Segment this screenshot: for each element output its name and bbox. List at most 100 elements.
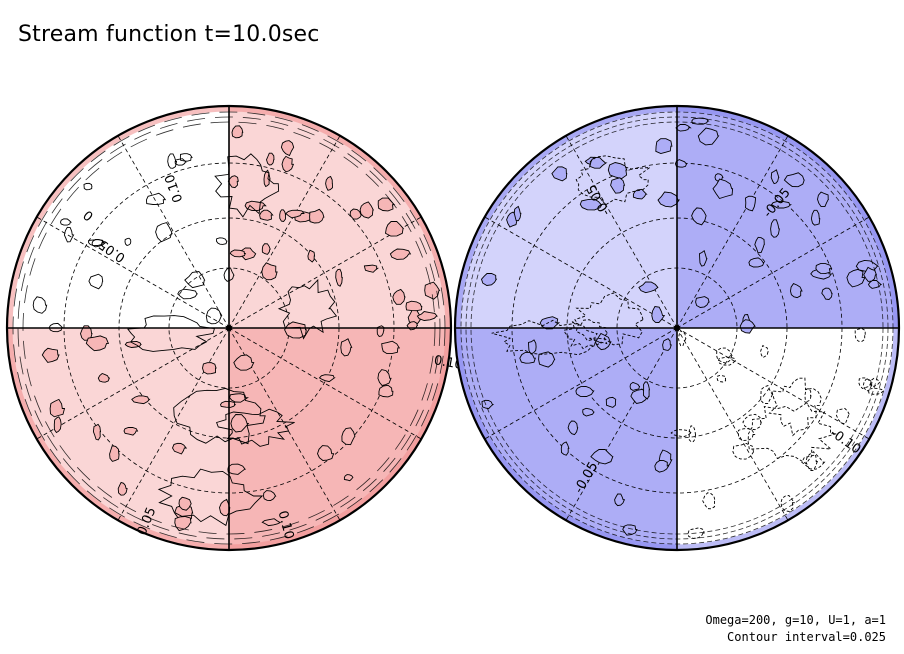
contour-blob [343, 474, 354, 482]
meridian-line [484, 327, 678, 440]
contour-line [173, 387, 266, 445]
contour-blob [341, 427, 356, 446]
disk-boundary [5, 104, 453, 552]
contour-blob [123, 426, 139, 436]
contour-blob [263, 490, 277, 501]
disk-contents [455, 106, 899, 550]
contour-blob [717, 356, 737, 366]
contour-blob [801, 454, 826, 470]
contour-blob [307, 249, 316, 263]
contour-blob [651, 306, 666, 323]
contour-blob [178, 496, 192, 511]
contour-blob [610, 177, 626, 194]
contour-blob [171, 442, 188, 455]
contour-blob [670, 429, 693, 438]
contour-blob [49, 398, 66, 418]
contour-blob [846, 268, 866, 288]
contour-blob [868, 387, 886, 395]
contour-blob [579, 198, 603, 211]
parameters-line: Omega=200, g=10, U=1, a=1 [705, 613, 886, 627]
contour-blob [146, 192, 167, 205]
contour-line [768, 377, 822, 437]
contour-blob [687, 527, 705, 539]
contour-line [157, 468, 264, 527]
contour-blob [229, 249, 246, 258]
contour-blob [754, 236, 765, 254]
contour-blob [261, 518, 281, 527]
contour-interval-line: Contour interval=0.025 [727, 630, 886, 644]
contour-blob [97, 372, 111, 383]
contour-blob [590, 448, 614, 465]
left-hemisphere-disk: 0.100.050.100.050.100 [5, 104, 464, 552]
meridian-line [565, 327, 678, 521]
meridian-line [676, 327, 870, 440]
contour-blob [48, 322, 64, 333]
contour-blob [32, 296, 48, 314]
contour-blob [605, 396, 617, 408]
meridian-line [676, 327, 789, 521]
contour-blob [91, 239, 107, 248]
contour-blob [131, 395, 151, 405]
quadrant-upper-left [455, 106, 677, 328]
contour-blob [177, 288, 199, 300]
meridian-line [228, 135, 341, 329]
contour-blob [783, 172, 805, 188]
contour-blob [83, 182, 93, 191]
contour-blob [216, 237, 228, 245]
contour-blob [629, 381, 641, 391]
contour-blob [732, 443, 755, 460]
contour-blob [261, 243, 271, 255]
contour-blob [340, 338, 353, 357]
contour-blob [867, 280, 883, 289]
contour-blob [124, 237, 132, 247]
meridian-line [36, 327, 230, 440]
contour-blob [770, 169, 780, 185]
contour-blob [745, 195, 757, 212]
contour-blob [662, 338, 672, 351]
contour-blob [770, 219, 780, 238]
meridian-line [484, 216, 678, 329]
contour-blob [279, 209, 287, 222]
contour-blob [862, 378, 873, 392]
contour-blob [266, 152, 275, 166]
contour-blob [230, 414, 250, 433]
contour-blob [174, 158, 187, 166]
contour-blob [155, 222, 173, 243]
contour-blob [378, 384, 394, 398]
contour-blob [381, 340, 401, 355]
contour-blob [513, 205, 522, 222]
contour-blob [716, 347, 733, 364]
contour-blob [638, 281, 659, 294]
contour-blob [551, 166, 568, 182]
contour-blob [480, 273, 498, 286]
pole-marker [226, 325, 232, 331]
pole-marker [674, 325, 680, 331]
contour-blob [655, 138, 673, 154]
contour-line [575, 155, 652, 206]
contour-blob [582, 407, 595, 417]
contour-blob [643, 381, 651, 400]
contour-line [491, 319, 603, 356]
meridian-line [117, 135, 230, 329]
contour-blob [167, 153, 178, 169]
right-hemisphere-disk: -0.05 -0.05-0.05-0.10 [453, 104, 901, 552]
contour-blob [109, 445, 120, 462]
contour-blob [760, 385, 774, 405]
contour-line [127, 315, 215, 352]
contour-blob [575, 385, 595, 397]
contour-blob [281, 155, 295, 173]
meridian-line [676, 216, 870, 329]
contour-blob [349, 208, 363, 220]
contour-blob [519, 351, 536, 364]
contour-line [277, 278, 338, 340]
contour-blob [538, 351, 556, 368]
contour-blob [632, 188, 648, 200]
contour-blob [760, 344, 769, 359]
contour-blob [325, 175, 333, 191]
contour-blob [748, 257, 765, 268]
contour-blob [614, 493, 626, 507]
contour-blob [318, 374, 336, 383]
contour-label: 0.10 [274, 509, 296, 541]
contour-line [747, 402, 837, 465]
contour-blob [804, 388, 812, 403]
